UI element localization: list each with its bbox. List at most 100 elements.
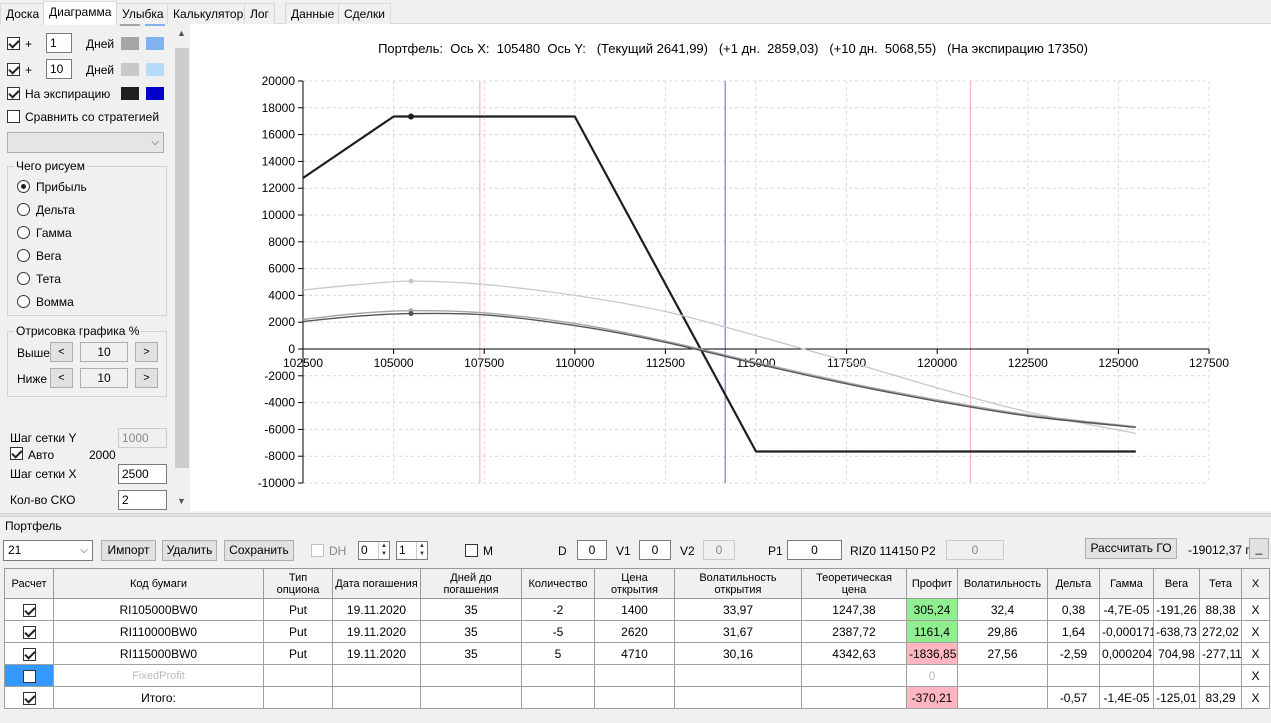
profit-cell[interactable]: 0 — [906, 664, 958, 687]
delete-row-button[interactable]: X — [1241, 686, 1270, 709]
m-checkbox[interactable] — [465, 544, 478, 557]
portfolio-select[interactable]: 21 ⌵ — [3, 540, 93, 561]
below-decrease-button[interactable]: < — [50, 368, 73, 388]
d-input[interactable]: 0 — [577, 540, 607, 560]
row-checkbox[interactable] — [22, 669, 36, 683]
save-button[interactable]: Сохранить — [224, 540, 294, 561]
expiry-color-a[interactable] — [121, 87, 139, 100]
tab-calculator[interactable]: Калькулятор — [167, 3, 250, 24]
days1-checkbox[interactable] — [7, 37, 20, 50]
spin1-input[interactable]: 0 ▲ ▼ — [358, 541, 390, 560]
calc-cell[interactable] — [4, 620, 54, 643]
col-header[interactable]: Цена открытия — [594, 568, 675, 599]
days2-checkbox[interactable] — [7, 63, 20, 76]
spin-arrows-icon[interactable]: ▲ ▼ — [416, 542, 427, 559]
v1-input[interactable]: 0 — [639, 540, 671, 560]
tab-board[interactable]: Доска — [0, 3, 46, 24]
empty-cell — [521, 686, 595, 709]
radio-profit[interactable] — [17, 180, 30, 193]
auto-checkbox[interactable] — [10, 447, 23, 460]
grid-x-input[interactable]: 2500 — [118, 464, 167, 484]
delete-row-button[interactable]: X — [1241, 664, 1270, 687]
days1-input[interactable]: 1 — [46, 33, 72, 53]
row-checkbox[interactable] — [22, 603, 36, 617]
scroll-down-icon[interactable]: ▼ — [177, 496, 186, 506]
col-header[interactable]: Дата погашения — [332, 568, 421, 599]
open-cell[interactable]: 1400 — [594, 598, 675, 621]
minimize-button[interactable]: _ — [1249, 538, 1269, 559]
splitter[interactable] — [0, 513, 1271, 517]
days2-input[interactable]: 10 — [46, 59, 72, 79]
radio-vomma[interactable] — [17, 295, 30, 308]
grid-y-input[interactable]: 1000 — [118, 428, 167, 448]
delete-button[interactable]: Удалить — [162, 540, 217, 561]
sko-input[interactable]: 2 — [118, 490, 167, 510]
row-checkbox[interactable] — [22, 625, 36, 639]
col-header[interactable]: Волатильность — [957, 568, 1048, 599]
tab-diagram[interactable]: Диаграмма — [43, 1, 118, 25]
col-header[interactable]: Количество — [521, 568, 595, 599]
qty-cell[interactable]: -2 — [521, 598, 595, 621]
settings-scrollbar[interactable]: ▲ ▼ — [174, 24, 190, 511]
days2-color-b[interactable] — [146, 63, 164, 76]
col-header[interactable]: X — [1241, 568, 1270, 599]
table-row-fixed-profit[interactable]: FixedProfit 0 X — [4, 664, 1270, 687]
tab-data[interactable]: Данные — [285, 3, 341, 24]
col-header[interactable]: Теоретическая цена — [801, 568, 907, 599]
expiry-checkbox[interactable] — [7, 87, 20, 100]
delete-row-button[interactable]: X — [1241, 598, 1270, 621]
tab-log[interactable]: Лог — [244, 3, 275, 24]
col-header[interactable]: Гамма — [1099, 568, 1154, 599]
delete-row-button[interactable]: X — [1241, 620, 1270, 643]
import-button[interactable]: Импорт — [101, 540, 156, 561]
calc-go-button[interactable]: Рассчитать ГО — [1085, 538, 1177, 559]
row-checkbox[interactable] — [22, 647, 36, 661]
col-header[interactable]: Вега — [1153, 568, 1200, 599]
below-increase-button[interactable]: > — [135, 368, 158, 388]
delete-row-button[interactable]: X — [1241, 642, 1270, 665]
calc-cell[interactable] — [4, 598, 54, 621]
compare-checkbox[interactable] — [7, 110, 20, 123]
open-cell[interactable]: 4710 — [594, 642, 675, 665]
dh-checkbox[interactable] — [311, 544, 324, 557]
v2-input[interactable]: 0 — [703, 540, 735, 560]
col-header[interactable]: Расчет — [4, 568, 54, 599]
table-row[interactable]: RI105000BW0 Put 19.11.2020 35 -2 1400 33… — [4, 598, 1270, 621]
expiry-color-b[interactable] — [146, 87, 164, 100]
calc-cell[interactable] — [4, 642, 54, 665]
col-header[interactable]: Код бумаги — [53, 568, 264, 599]
table-row-total[interactable]: Итого: -370,21 -0,57 -1,4E-05 -125,01 83… — [4, 686, 1270, 709]
spin-arrows-icon[interactable]: ▲ ▼ — [378, 542, 389, 559]
table-row[interactable]: RI110000BW0 Put 19.11.2020 35 -5 2620 31… — [4, 620, 1270, 643]
table-row[interactable]: RI115000BW0 Put 19.11.2020 35 5 4710 30,… — [4, 642, 1270, 665]
calc-cell[interactable] — [4, 664, 54, 687]
open-cell[interactable]: 2620 — [594, 620, 675, 643]
p1-input[interactable]: 0 — [787, 540, 842, 560]
col-header[interactable]: Тета — [1199, 568, 1242, 599]
scroll-up-icon[interactable]: ▲ — [177, 28, 186, 38]
spin2-input[interactable]: 1 ▲ ▼ — [396, 541, 428, 560]
qty-cell[interactable]: 5 — [521, 642, 595, 665]
strategy-select[interactable]: ⌵ — [7, 132, 164, 153]
radio-delta[interactable] — [17, 203, 30, 216]
radio-vega[interactable] — [17, 249, 30, 262]
col-header[interactable]: Дельта — [1047, 568, 1100, 599]
p2-input[interactable]: 0 — [946, 540, 1004, 560]
col-header[interactable]: Дней до погашения — [420, 568, 522, 599]
above-increase-button[interactable]: > — [135, 342, 158, 362]
tab-smile[interactable]: Улыбка — [116, 3, 170, 24]
col-header[interactable]: Тип опциона — [263, 568, 333, 599]
days2-color-a[interactable] — [121, 63, 139, 76]
radio-theta[interactable] — [17, 272, 30, 285]
radio-gamma[interactable] — [17, 226, 30, 239]
row-checkbox[interactable] — [22, 691, 36, 705]
col-header[interactable]: Волатильность открытия — [674, 568, 802, 599]
col-header[interactable]: Профит — [906, 568, 958, 599]
days1-color-b[interactable] — [146, 37, 164, 50]
qty-cell[interactable]: -5 — [521, 620, 595, 643]
scroll-thumb[interactable] — [175, 48, 189, 468]
above-decrease-button[interactable]: < — [50, 342, 73, 362]
days1-color-a[interactable] — [121, 37, 139, 50]
tab-deals[interactable]: Сделки — [338, 3, 391, 24]
calc-cell[interactable] — [4, 686, 54, 709]
